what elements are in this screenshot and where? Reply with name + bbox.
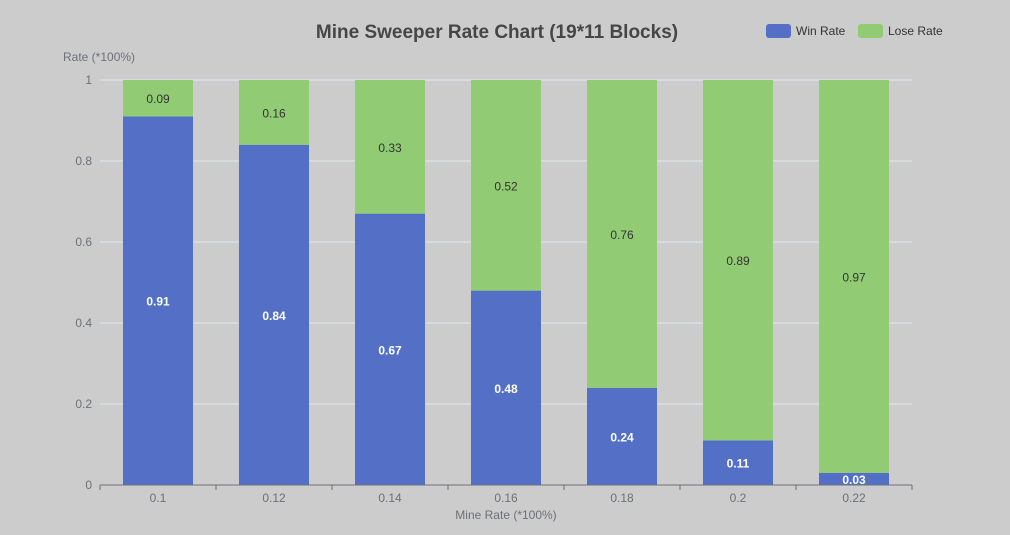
legend[interactable]: Win Rate Lose Rate [766,24,943,38]
win-rate-data-label: 0.84 [262,309,286,323]
legend-label-lose-rate: Lose Rate [888,24,943,38]
win-rate-bar[interactable] [587,387,657,485]
bar-series [123,80,889,486]
legend-label-win-rate: Win Rate [796,24,846,38]
x-tick-label: 0.16 [494,491,518,505]
win-rate-bar[interactable] [239,144,309,486]
x-tick-label: 0.22 [842,491,866,505]
win-rate-data-label: 0.48 [494,382,518,396]
win-rate-bar[interactable] [123,116,193,485]
win-rate-data-label: 0.11 [727,457,750,471]
lose-rate-bar[interactable] [239,80,309,145]
legend-item-lose-rate[interactable]: Lose Rate [858,24,943,38]
lose-rate-data-label: 0.52 [494,179,518,193]
x-tick-label: 0.14 [378,491,402,505]
lose-rate-bar[interactable] [355,80,425,214]
y-tick-label: 0.6 [75,235,92,249]
chart-title: Mine Sweeper Rate Chart (19*11 Blocks) [316,22,678,43]
lose-rate-bar[interactable] [703,80,773,441]
win-rate-bar[interactable] [355,213,425,485]
y-axis-label: Rate (*100%) [63,50,135,64]
win-rate-data-label: 0.24 [610,430,634,444]
lose-rate-bar[interactable] [123,80,193,117]
lose-rate-data-label: 0.16 [262,106,286,120]
win-rate-bar[interactable] [819,472,889,485]
y-tick-label: 1 [85,73,92,87]
win-rate-data-label: 0.67 [378,343,402,357]
x-tick-label: 0.18 [610,491,634,505]
legend-swatch-lose-rate [858,24,883,38]
data-labels: 0.91 0.09 0.84 0.16 0.67 0.33 0.48 0.52 0.24 0.76… [146,92,866,487]
x-tick-label: 0.1 [150,491,167,505]
lose-rate-data-label: 0.76 [610,228,634,242]
lose-rate-data-label: 0.89 [726,254,750,268]
win-rate-bar[interactable] [471,290,541,485]
x-tick-label: 0.2 [730,491,747,505]
y-tick-label: 0.8 [75,154,92,168]
lose-rate-data-label: 0.97 [842,270,866,284]
y-tick-label: 0 [85,478,92,492]
x-axis: 0.1 0.12 0.14 0.16 0.18 0.2 0.22 [99,484,913,505]
lose-rate-data-label: 0.09 [146,92,170,106]
win-rate-data-label: 0.03 [842,473,866,487]
legend-item-win-rate[interactable]: Win Rate [766,24,846,38]
x-axis-label: Mine Rate (*100%) [455,508,556,522]
y-tick-label: 0.2 [75,397,92,411]
win-rate-bar[interactable] [703,440,773,485]
win-rate-data-label: 0.91 [146,295,170,309]
lose-rate-bar[interactable] [819,80,889,473]
lose-rate-bar[interactable] [471,80,541,291]
lose-rate-data-label: 0.33 [378,141,402,155]
lose-rate-bar[interactable] [587,80,657,388]
x-tick-label: 0.12 [262,491,286,505]
legend-swatch-win-rate [766,24,791,38]
y-tick-label: 0.4 [75,316,92,330]
